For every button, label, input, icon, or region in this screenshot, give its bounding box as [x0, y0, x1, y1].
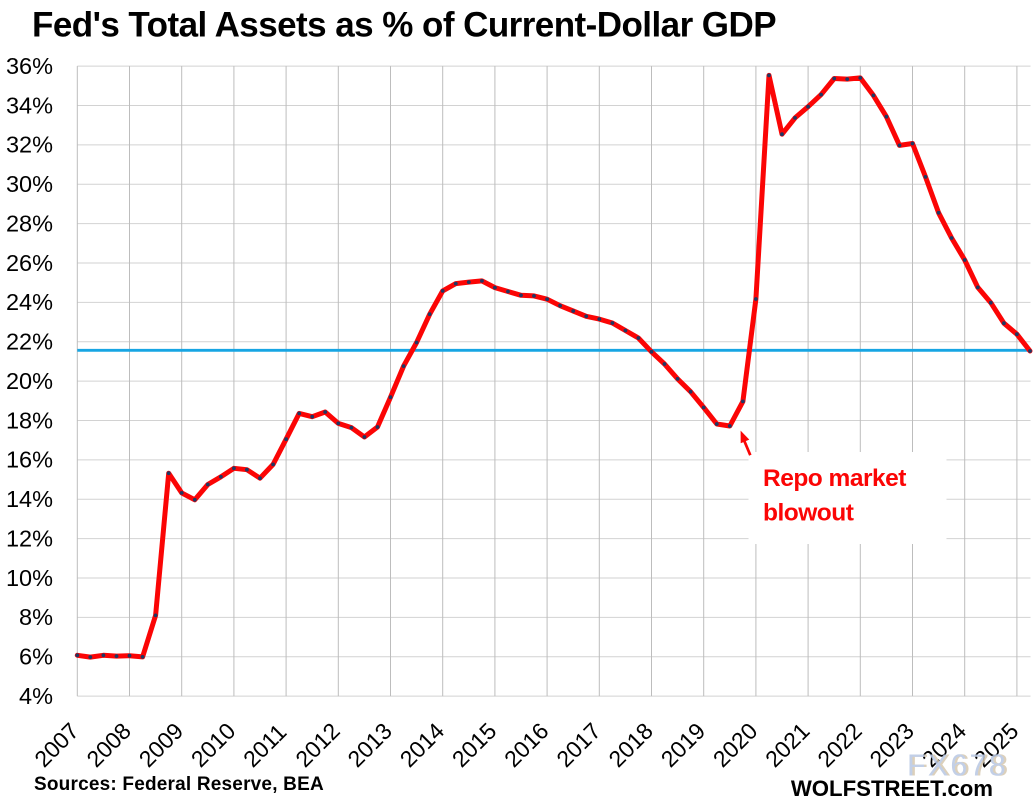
svg-text:FX678: FX678 — [910, 749, 1011, 783]
svg-text:Repo market: Repo market — [763, 465, 906, 492]
svg-text:20%: 20% — [6, 368, 53, 394]
svg-text:18%: 18% — [6, 407, 53, 433]
svg-text:22%: 22% — [6, 329, 53, 355]
svg-text:Fed's Total Assets as % of Cur: Fed's Total Assets as % of Current-Dolla… — [32, 6, 776, 45]
svg-text:30%: 30% — [6, 171, 53, 197]
svg-text:WOLFSTREET.com: WOLFSTREET.com — [791, 776, 993, 801]
svg-text:16%: 16% — [6, 447, 53, 473]
svg-text:24%: 24% — [6, 289, 53, 315]
svg-text:12%: 12% — [6, 525, 53, 551]
svg-text:34%: 34% — [6, 92, 53, 118]
svg-text:6%: 6% — [19, 644, 53, 670]
svg-text:FX678: FX678 — [907, 749, 1008, 783]
svg-text:32%: 32% — [6, 132, 53, 158]
svg-text:14%: 14% — [6, 486, 53, 512]
svg-text:blowout: blowout — [763, 499, 854, 526]
svg-text:4%: 4% — [19, 683, 53, 709]
svg-text:Sources: Federal Reserve, BEA: Sources: Federal Reserve, BEA — [34, 774, 324, 795]
svg-text:10%: 10% — [6, 565, 53, 591]
svg-text:36%: 36% — [6, 53, 53, 79]
svg-text:28%: 28% — [6, 210, 53, 236]
svg-text:26%: 26% — [6, 250, 53, 276]
svg-text:8%: 8% — [19, 604, 53, 630]
